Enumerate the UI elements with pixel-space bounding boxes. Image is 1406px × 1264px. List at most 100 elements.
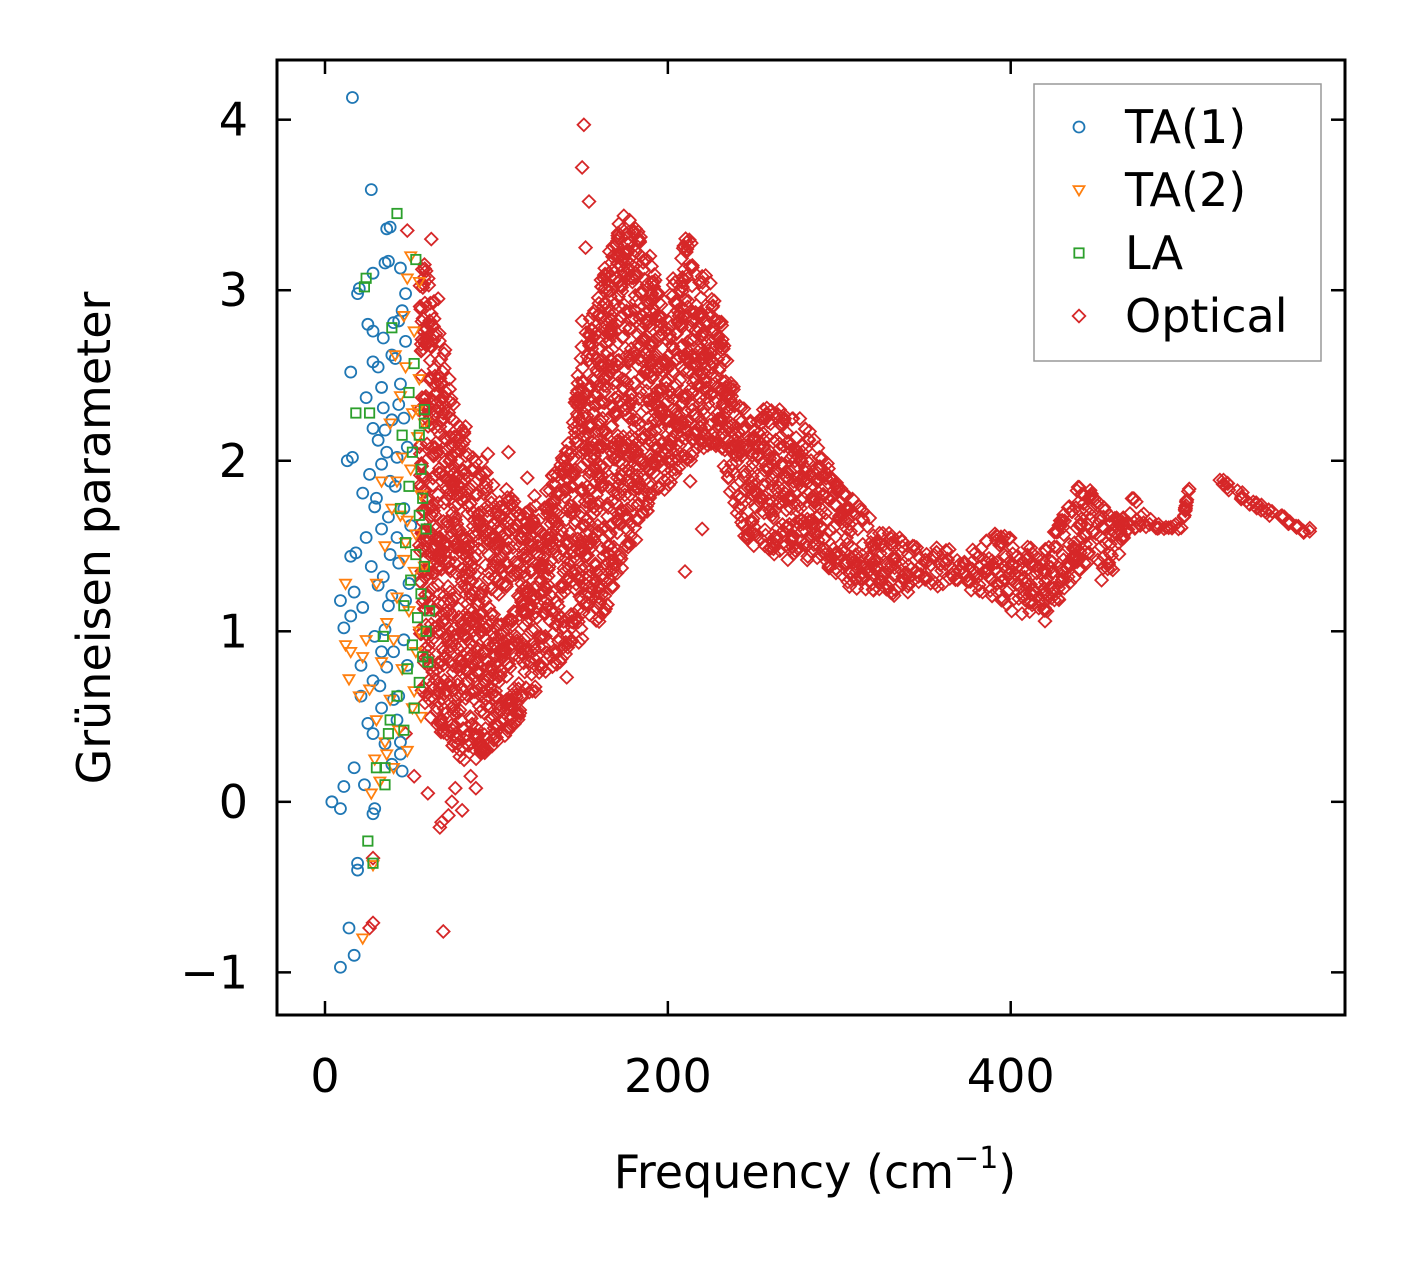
legend-label: LA	[1125, 226, 1184, 280]
optical-band-point	[597, 601, 614, 617]
data-point	[347, 585, 361, 599]
optical-band-point	[693, 289, 709, 306]
optical-band-point	[447, 512, 464, 528]
optical-band-point	[523, 519, 540, 536]
optical-band-point	[610, 428, 626, 444]
data-point	[363, 468, 376, 481]
optical-band-point	[652, 321, 669, 338]
optical-band-point	[603, 353, 619, 369]
optical-band-point	[477, 593, 493, 609]
data-point	[363, 407, 376, 419]
legend-marker	[1073, 247, 1085, 259]
data-point	[389, 476, 405, 489]
optical-band-point	[631, 391, 647, 407]
data-point	[367, 857, 379, 869]
legend-label: TA(1)	[1124, 100, 1246, 154]
data-point	[817, 541, 834, 558]
optical-band-point	[747, 526, 764, 543]
optical-band-point	[523, 666, 540, 682]
optical-band-point	[1056, 507, 1072, 523]
optical-band-point	[430, 384, 446, 401]
optical-band-point	[575, 604, 591, 620]
optical-band-point	[414, 331, 430, 348]
optical-band-point	[639, 503, 655, 519]
optical-band-point	[873, 566, 890, 582]
optical-band-point	[772, 436, 788, 452]
data-point	[415, 463, 427, 475]
data-point	[356, 601, 370, 614]
optical-band-point	[609, 233, 626, 249]
data-point	[366, 807, 380, 821]
optical-band-point	[604, 577, 621, 594]
optical-band-point	[790, 541, 806, 557]
optical-band-point	[852, 501, 868, 518]
data-point	[399, 222, 415, 239]
data-point	[415, 588, 427, 600]
optical-band-point	[524, 511, 541, 527]
y-tick-label: 1	[219, 604, 248, 658]
optical-band-point	[459, 687, 475, 703]
data-point	[365, 915, 381, 931]
optical-band-point	[848, 571, 864, 587]
optical-band-point	[435, 678, 451, 695]
optical-band-point	[490, 718, 507, 734]
data-point	[375, 701, 388, 715]
optical-band-point	[841, 516, 857, 532]
optical-band-point	[871, 525, 888, 541]
optical-band-point	[674, 269, 691, 286]
data-point	[359, 635, 374, 648]
optical-band-point	[485, 477, 501, 493]
optical-band-point	[544, 534, 560, 550]
optical-band-point	[627, 221, 644, 237]
optical-band-point	[523, 599, 539, 615]
optical-band-point	[591, 609, 607, 625]
optical-band-point	[612, 552, 628, 568]
optical-band-point	[538, 600, 554, 617]
data-point	[398, 600, 410, 612]
optical-band-point	[1005, 591, 1021, 608]
optical-band-point	[842, 523, 859, 539]
data-point	[344, 609, 358, 623]
optical-band-point	[680, 238, 696, 254]
data-point	[366, 727, 380, 741]
optical-band-point	[669, 303, 685, 319]
optical-band-point	[792, 492, 809, 508]
optical-band-point	[463, 735, 479, 751]
optical-band-point	[472, 587, 488, 604]
data-point	[351, 863, 364, 877]
data-point	[366, 324, 380, 338]
data-point	[403, 464, 418, 477]
optical-band-point	[928, 564, 945, 580]
optical-band-point	[1261, 502, 1277, 518]
optical-band-point	[440, 578, 456, 595]
data-point	[577, 239, 594, 256]
optical-band-point	[441, 554, 457, 570]
data-point	[397, 411, 411, 425]
optical-band-point	[608, 405, 624, 422]
optical-band-point	[627, 345, 643, 361]
optical-band-point	[528, 498, 544, 514]
optical-band-point	[704, 299, 720, 315]
optical-band-point	[475, 644, 491, 660]
optical-band-point	[782, 490, 798, 507]
optical-band-point	[473, 743, 489, 759]
optical-band-point	[506, 519, 522, 535]
optical-band-point	[681, 232, 697, 248]
data-point	[433, 814, 450, 830]
optical-band-point	[619, 267, 636, 283]
optical-band-point	[474, 468, 490, 484]
optical-band-point	[968, 565, 985, 581]
data-point	[386, 762, 401, 775]
data-point	[420, 785, 436, 801]
optical-band-point	[725, 379, 741, 395]
optical-band-point	[984, 588, 1000, 604]
data-point	[350, 407, 362, 419]
optical-band-point	[1096, 499, 1112, 515]
optical-band-point	[483, 530, 499, 546]
optical-band-point	[1142, 511, 1159, 527]
optical-band-point	[923, 575, 939, 591]
optical-band-point	[540, 577, 556, 593]
optical-band-point	[587, 556, 603, 572]
optical-band-point	[578, 325, 594, 341]
data-point	[1068, 546, 1084, 563]
